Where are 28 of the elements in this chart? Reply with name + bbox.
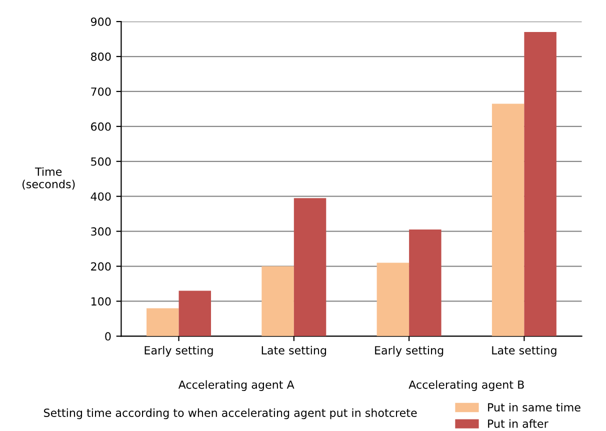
bar [294, 198, 326, 336]
x-tick-label: Late setting [492, 346, 556, 357]
y-tick-label: 900 [90, 18, 111, 26]
bar [146, 308, 179, 336]
y-tick-label: 200 [91, 262, 111, 271]
x-tick-label: Late setting [262, 346, 326, 357]
y-tick-label: 600 [91, 122, 111, 131]
legend-label: Put in after [488, 419, 548, 428]
y-tick-label: 300 [91, 227, 111, 236]
legend-label: Put in same time [488, 402, 580, 412]
bar [524, 32, 556, 336]
bar [178, 290, 212, 336]
bar [492, 104, 524, 336]
text: Setting time according to when accelerating agent put in shotcrete [44, 408, 417, 420]
text: Accelerating agent B [408, 380, 524, 391]
y-tick-label: 700 [91, 87, 111, 96]
y-tick-label: 100 [91, 297, 111, 306]
y-tick-label: 0 [105, 332, 111, 341]
y-tick-label: 400 [90, 192, 111, 201]
y-tick-label: 800 [91, 52, 111, 61]
x-tick-label: Early setting [375, 346, 444, 357]
y-axis-title: Time (seconds) [22, 167, 75, 190]
bar [262, 266, 294, 336]
bar [409, 230, 442, 336]
y-tick-label: 500 [91, 157, 111, 166]
text: Accelerating agent A [178, 380, 294, 391]
x-tick-label: Early setting [144, 346, 213, 357]
bar [376, 262, 410, 336]
